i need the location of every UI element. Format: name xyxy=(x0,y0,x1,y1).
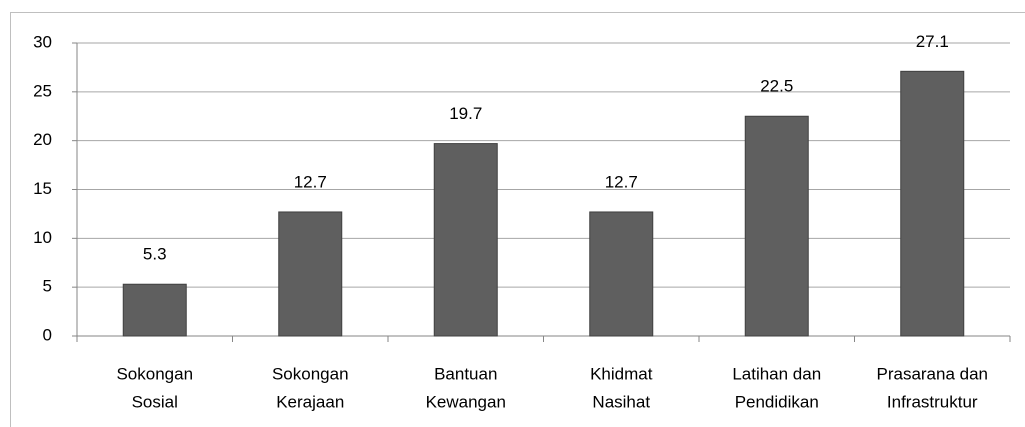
chart-frame xyxy=(10,12,1025,427)
bar xyxy=(278,211,343,337)
x-tick-label: Latihan dan xyxy=(732,364,821,383)
y-tick-label: 20 xyxy=(33,130,52,149)
bar xyxy=(122,283,187,337)
x-tick-label: Bantuan xyxy=(434,364,497,383)
bar xyxy=(433,143,498,337)
bar xyxy=(589,211,654,337)
y-tick-label: 5 xyxy=(43,277,52,296)
bar xyxy=(900,70,965,337)
y-tick-label: 30 xyxy=(33,32,52,51)
y-tick-label: 15 xyxy=(33,179,52,198)
x-tick-label: Kerajaan xyxy=(276,392,344,411)
x-tick-label: Infrastruktur xyxy=(887,392,978,411)
bar xyxy=(744,115,809,337)
y-tick-label: 25 xyxy=(33,81,52,100)
y-tick-label: 0 xyxy=(43,325,52,344)
x-tick-label: Pendidikan xyxy=(735,392,819,411)
data-label: 19.7 xyxy=(449,104,482,123)
data-label: 27.1 xyxy=(916,32,949,51)
x-tick-label: Sokongan xyxy=(116,364,193,383)
x-tick-label: Sosial xyxy=(132,392,178,411)
x-tick-label: Sokongan xyxy=(272,364,349,383)
x-tick-label: Nasihat xyxy=(592,392,650,411)
x-tick-label: Kewangan xyxy=(426,392,506,411)
data-label: 12.7 xyxy=(294,172,327,191)
y-tick-label: 10 xyxy=(33,228,52,247)
x-tick-label: Khidmat xyxy=(590,364,653,383)
x-tick-label: Prasarana dan xyxy=(876,364,988,383)
data-label: 5.3 xyxy=(143,245,167,264)
data-label: 12.7 xyxy=(605,172,638,191)
data-label: 22.5 xyxy=(760,77,793,96)
